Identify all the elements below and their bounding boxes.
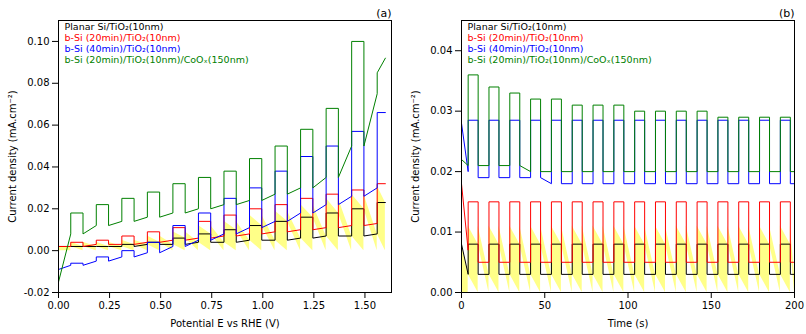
svg-text:0.04: 0.04 [27, 161, 49, 172]
svg-text:0.08: 0.08 [27, 77, 49, 88]
svg-text:b-Si (20min)/TiO₂(10nm)/CoOₓ(1: b-Si (20min)/TiO₂(10nm)/CoOₓ(150nm) [468, 54, 652, 65]
svg-text:0.00: 0.00 [27, 245, 49, 256]
svg-text:0.50: 0.50 [150, 300, 172, 311]
svg-text:Time (s): Time (s) [607, 318, 649, 329]
svg-text:1.00: 1.00 [252, 300, 274, 311]
svg-text:0.04: 0.04 [430, 45, 452, 56]
svg-text:b-Si (20min)/TiO₂(10nm): b-Si (20min)/TiO₂(10nm) [65, 32, 181, 43]
svg-text:0.03: 0.03 [430, 105, 452, 116]
svg-text:(b): (b) [779, 7, 795, 20]
svg-text:Current density (mA.cm⁻²): Current density (mA.cm⁻²) [410, 90, 421, 223]
svg-text:b-Si (40min)/TiO₂(10nm): b-Si (40min)/TiO₂(10nm) [468, 43, 584, 54]
svg-text:0.00: 0.00 [430, 287, 452, 298]
svg-text:0.02: 0.02 [430, 166, 452, 177]
svg-text:Current density (mA.cm⁻²): Current density (mA.cm⁻²) [7, 90, 18, 223]
svg-text:0.01: 0.01 [430, 226, 452, 237]
svg-text:1.50: 1.50 [354, 300, 376, 311]
svg-text:0.00: 0.00 [47, 300, 69, 311]
svg-text:150: 150 [702, 300, 721, 311]
svg-text:0.25: 0.25 [98, 300, 120, 311]
svg-text:200: 200 [785, 300, 804, 311]
svg-text:-0.02: -0.02 [24, 287, 50, 298]
svg-text:0: 0 [458, 300, 464, 311]
svg-text:1.25: 1.25 [303, 300, 325, 311]
svg-text:Potential E vs RHE (V): Potential E vs RHE (V) [170, 318, 279, 329]
svg-text:Planar Si/TiO₂(10nm): Planar Si/TiO₂(10nm) [65, 21, 164, 32]
svg-text:0.02: 0.02 [27, 203, 49, 214]
svg-text:Planar Si/TiO₂(10nm): Planar Si/TiO₂(10nm) [468, 21, 567, 32]
svg-text:100: 100 [618, 300, 637, 311]
svg-text:0.06: 0.06 [27, 119, 49, 130]
svg-text:b-Si (40min)/TiO₂(10nm): b-Si (40min)/TiO₂(10nm) [65, 43, 181, 54]
svg-text:(a): (a) [376, 7, 391, 20]
svg-text:50: 50 [538, 300, 551, 311]
svg-text:0.75: 0.75 [201, 300, 223, 311]
svg-text:b-Si (20min)/TiO₂(10nm): b-Si (20min)/TiO₂(10nm) [468, 32, 584, 43]
svg-text:0.10: 0.10 [27, 36, 49, 47]
svg-text:b-Si (20min)/TiO₂(10nm)/CoOₓ(1: b-Si (20min)/TiO₂(10nm)/CoOₓ(150nm) [65, 54, 249, 65]
